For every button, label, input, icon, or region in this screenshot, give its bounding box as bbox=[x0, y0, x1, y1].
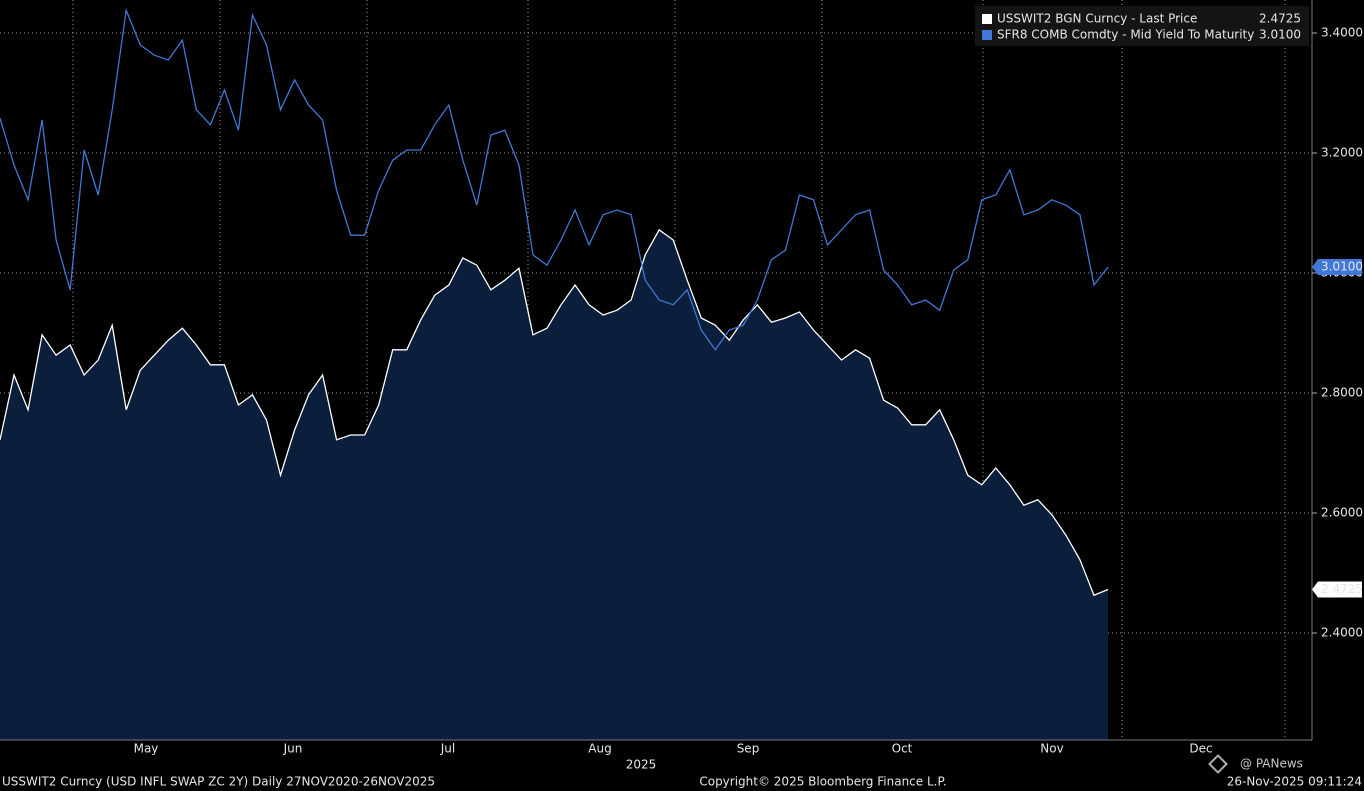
line bbox=[0, 228, 1109, 597]
area bbox=[0, 229, 1108, 740]
y-tick-label: 3.2000 bbox=[1321, 146, 1363, 160]
legend-label: SFR8 COMB Comdty - Mid Yield To Maturity bbox=[997, 28, 1254, 42]
x-tick-label: Jun bbox=[283, 742, 303, 756]
footer-left: USSWIT2 Curncy (USD INFL SWAP ZC 2Y) Dai… bbox=[2, 775, 435, 789]
year-label: 2025 bbox=[626, 758, 657, 772]
y-tick-label: 2.4000 bbox=[1321, 626, 1363, 640]
y-tick-label: 2.6000 bbox=[1321, 506, 1363, 520]
legend-value: 3.0100 bbox=[1259, 28, 1301, 42]
legend-box bbox=[975, 6, 1309, 46]
x-tick-label: Nov bbox=[1040, 742, 1063, 756]
x-tick-label: Oct bbox=[892, 742, 913, 756]
legend-value: 2.4725 bbox=[1259, 12, 1301, 26]
footer-center: Copyright© 2025 Bloomberg Finance L.P. bbox=[699, 775, 946, 789]
footer-right: 26-Nov-2025 09:11:24 bbox=[1227, 775, 1362, 789]
x-tick-label: May bbox=[134, 742, 159, 756]
line bbox=[0, 7, 1109, 351]
y-tick-label: 2.8000 bbox=[1321, 386, 1363, 400]
y-tick-label: 3.4000 bbox=[1321, 26, 1363, 40]
x-tick-label: Aug bbox=[588, 742, 611, 756]
last-value-tag bbox=[1312, 259, 1362, 276]
x-tick-label: Dec bbox=[1189, 742, 1212, 756]
plot-area bbox=[0, 0, 1312, 740]
legend-swatch bbox=[982, 30, 992, 40]
legend-swatch bbox=[982, 14, 992, 24]
last-value-label: 2.4725 bbox=[1321, 582, 1363, 596]
last-value-tag bbox=[1312, 581, 1362, 598]
legend-label: USSWIT2 BGN Curncy - Last Price bbox=[997, 12, 1197, 26]
last-value-label: 3.0100 bbox=[1321, 260, 1363, 274]
x-tick-label: Jul bbox=[440, 742, 455, 756]
x-tick-label: Sep bbox=[737, 742, 760, 756]
watermark-icon bbox=[1208, 754, 1228, 774]
watermark: @ PANews bbox=[1240, 757, 1303, 771]
